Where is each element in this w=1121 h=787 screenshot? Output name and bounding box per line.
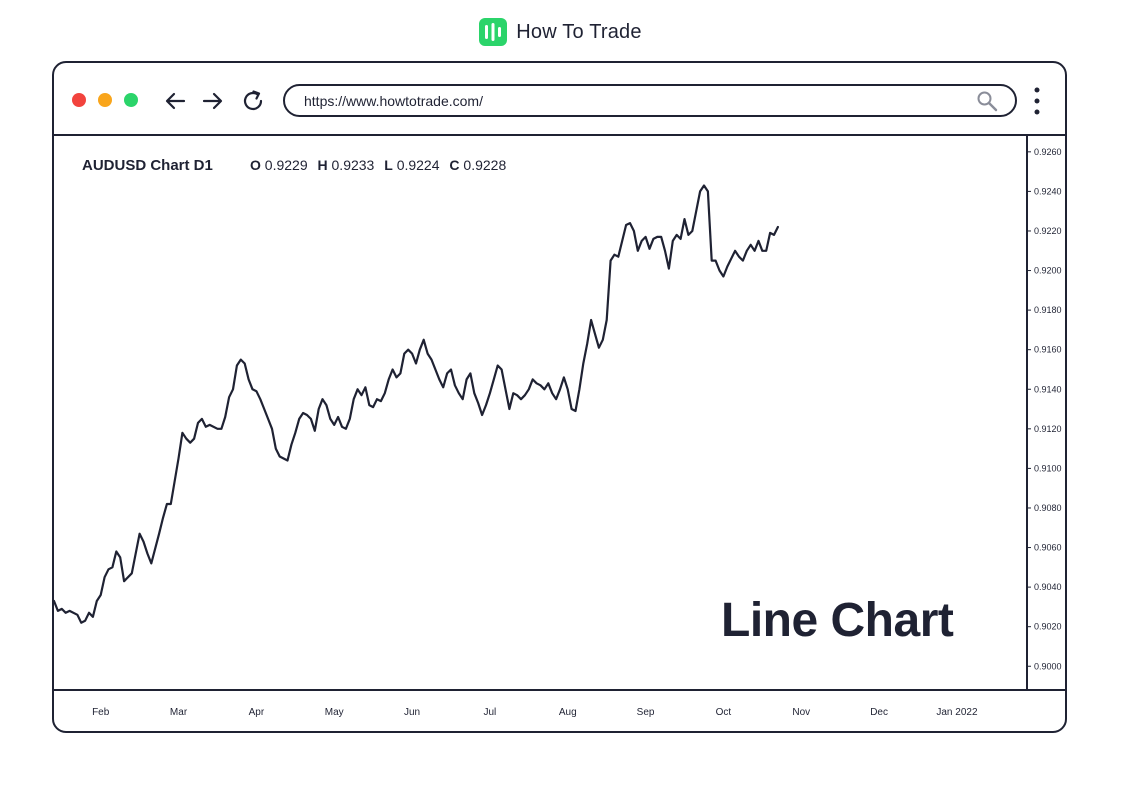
back-arrow-icon[interactable] — [163, 88, 189, 114]
y-tick-label: 0.9240 — [1034, 186, 1062, 196]
browser-toolbar: https://www.howtotrade.com/ — [54, 63, 1065, 136]
forward-arrow-icon[interactable] — [199, 88, 225, 114]
price-series-line — [54, 184, 780, 624]
x-tick-label: Nov — [792, 707, 810, 718]
low-value: 0.9224 — [396, 157, 440, 173]
ohlc-readout: O 0.9229 H 0.9233 L 0.9224 C 0.9228 — [244, 157, 506, 173]
close-window-icon[interactable] — [72, 93, 86, 107]
maximize-window-icon[interactable] — [124, 93, 138, 107]
x-tick-label: Mar — [170, 707, 188, 718]
y-tick-label: 0.9020 — [1034, 622, 1062, 632]
line-chart: 0.9260 0.9240 0.9220 0.9200 0.9180 0.9160 0.91… — [54, 136, 1065, 718]
high-value: 0.9233 — [331, 157, 375, 173]
x-tick-label: Jun — [404, 707, 420, 718]
y-tick-label: 0.9140 — [1034, 384, 1062, 394]
x-tick-label: Oct — [716, 707, 732, 718]
x-tick-label: Jul — [484, 707, 497, 718]
chart-title: AUDUSD Chart D1 — [82, 157, 213, 174]
x-tick-label: Dec — [870, 707, 888, 718]
brand-header: How To Trade — [0, 17, 1121, 47]
x-tick-label: Sep — [637, 707, 655, 718]
high-label: H — [317, 157, 328, 173]
low-label: L — [384, 157, 393, 173]
y-tick-label: 0.9200 — [1034, 266, 1062, 276]
x-tick-label: Feb — [92, 707, 110, 718]
close-label: C — [449, 157, 460, 173]
x-tick-label: Apr — [249, 707, 265, 718]
address-bar-url: https://www.howtotrade.com/ — [304, 93, 483, 109]
x-tick-label: Aug — [559, 707, 577, 718]
browser-window: https://www.howtotrade.com/ 0.9260 0.9240… — [52, 61, 1067, 733]
x-tick-label: Jan 2022 — [936, 707, 978, 718]
open-value: 0.9229 — [264, 157, 308, 173]
close-value: 0.9228 — [463, 157, 507, 173]
x-axis: Feb Mar Apr May Jun Jul Aug Sep Oct Nov Dec Jan 202… — [92, 707, 978, 718]
chart-axes — [54, 136, 1065, 691]
y-tick-label: 0.9080 — [1034, 503, 1062, 513]
chart-type-label: Line Chart — [721, 594, 954, 647]
address-bar[interactable]: https://www.howtotrade.com/ — [283, 84, 1017, 117]
search-icon[interactable] — [975, 89, 999, 113]
reload-icon[interactable] — [240, 88, 266, 114]
minimize-window-icon[interactable] — [98, 93, 112, 107]
y-tick-label: 0.9120 — [1034, 424, 1062, 434]
y-tick-label: 0.9180 — [1034, 305, 1062, 315]
chart-series — [54, 184, 780, 624]
x-tick-label: May — [325, 707, 344, 718]
brand-logo-icon — [479, 18, 508, 46]
y-tick-label: 0.9000 — [1034, 661, 1062, 671]
more-menu-icon[interactable] — [1033, 85, 1041, 117]
y-tick-label: 0.9220 — [1034, 226, 1062, 236]
y-tick-label: 0.9160 — [1034, 345, 1062, 355]
open-label: O — [250, 157, 261, 173]
y-tick-label: 0.9060 — [1034, 543, 1062, 553]
y-tick-label: 0.9040 — [1034, 582, 1062, 592]
brand-name: How To Trade — [516, 20, 642, 43]
y-tick-label: 0.9260 — [1034, 147, 1062, 157]
y-axis: 0.9260 0.9240 0.9220 0.9200 0.9180 0.9160 0.91… — [1027, 147, 1062, 671]
y-tick-label: 0.9100 — [1034, 463, 1062, 473]
